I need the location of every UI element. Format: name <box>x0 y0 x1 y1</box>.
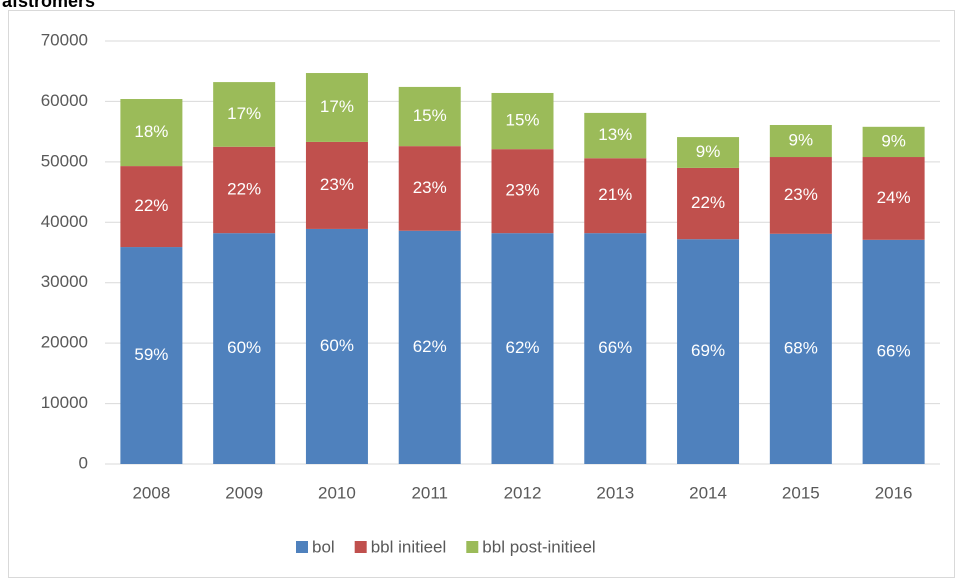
y-tick-label: 40000 <box>41 212 88 231</box>
bar-segment <box>120 247 183 464</box>
data-label: 23% <box>413 178 447 197</box>
data-label: 66% <box>598 338 632 357</box>
bar-segment <box>584 233 647 464</box>
y-tick-label: 70000 <box>41 30 88 49</box>
bar-segment <box>862 239 925 464</box>
x-tick-label: 2008 <box>132 483 170 502</box>
bar-segment <box>584 158 647 234</box>
x-tick-label: 2010 <box>318 483 356 502</box>
data-label: 9% <box>696 142 721 161</box>
data-label: 60% <box>320 336 354 355</box>
data-label: 22% <box>691 193 725 212</box>
data-label: 22% <box>227 179 261 198</box>
bar-segment <box>491 92 554 150</box>
data-label: 18% <box>134 122 168 141</box>
y-tick-label: 30000 <box>41 272 88 291</box>
bar-segment <box>213 82 276 147</box>
x-tick-label: 2012 <box>504 483 542 502</box>
x-tick-label: 2011 <box>411 483 448 502</box>
legend-swatch <box>354 541 367 553</box>
bar-segment <box>677 137 740 168</box>
data-label: 22% <box>134 196 168 215</box>
data-label: 17% <box>227 104 261 123</box>
data-label: 9% <box>789 130 814 149</box>
bar-segment <box>120 99 183 167</box>
legend-label: bol <box>312 537 335 556</box>
x-tick-label: 2015 <box>782 483 820 502</box>
data-label: 66% <box>877 341 911 360</box>
data-label: 23% <box>320 175 354 194</box>
bar-segment <box>584 112 647 159</box>
data-label: 62% <box>505 338 539 357</box>
bar-segment <box>305 141 368 229</box>
bar-segment <box>491 233 554 464</box>
data-label: 21% <box>598 185 632 204</box>
data-label: 9% <box>881 131 906 150</box>
bar-segment <box>677 239 740 464</box>
bar-segment <box>305 228 368 464</box>
data-label: 15% <box>505 111 539 130</box>
bar-segment <box>769 157 832 234</box>
bar-segment <box>398 86 461 147</box>
y-tick-label: 20000 <box>41 333 88 352</box>
bar-segment <box>491 149 554 234</box>
x-tick-label: 2014 <box>689 483 727 502</box>
legend-swatch <box>296 541 308 553</box>
y-tick-label: 60000 <box>41 91 88 110</box>
data-label: 59% <box>134 345 168 364</box>
bar-segment <box>213 146 276 234</box>
data-label: 23% <box>505 181 539 200</box>
x-tick-label: 2016 <box>875 483 913 502</box>
data-label: 17% <box>320 97 354 116</box>
bar-segment <box>862 157 925 240</box>
data-label: 23% <box>784 185 818 204</box>
chart-title: afstromers <box>2 0 95 11</box>
bar-segment <box>305 73 368 142</box>
bar-segment <box>677 167 740 240</box>
data-label: 13% <box>598 125 632 144</box>
bar-segment <box>862 126 925 158</box>
x-tick-label: 2009 <box>225 483 263 502</box>
legend-label: bbl post-initieel <box>482 537 595 556</box>
bar-segment <box>769 233 832 464</box>
y-tick-label: 50000 <box>41 151 88 170</box>
data-label: 69% <box>691 341 725 360</box>
y-tick-label: 10000 <box>41 393 88 412</box>
data-label: 24% <box>877 188 911 207</box>
bar-segment <box>398 230 461 464</box>
data-label: 62% <box>413 337 447 356</box>
legend-label: bbl initieel <box>371 537 447 556</box>
bar-segment <box>398 146 461 231</box>
y-tick-label: 0 <box>79 453 88 472</box>
bar-segment <box>120 166 183 248</box>
data-label: 60% <box>227 338 261 357</box>
bar-segment <box>213 233 276 464</box>
data-label: 68% <box>784 338 818 357</box>
legend-swatch <box>466 541 479 553</box>
data-label: 15% <box>413 106 447 125</box>
bar-segment <box>769 124 832 158</box>
x-tick-label: 2013 <box>596 483 634 502</box>
